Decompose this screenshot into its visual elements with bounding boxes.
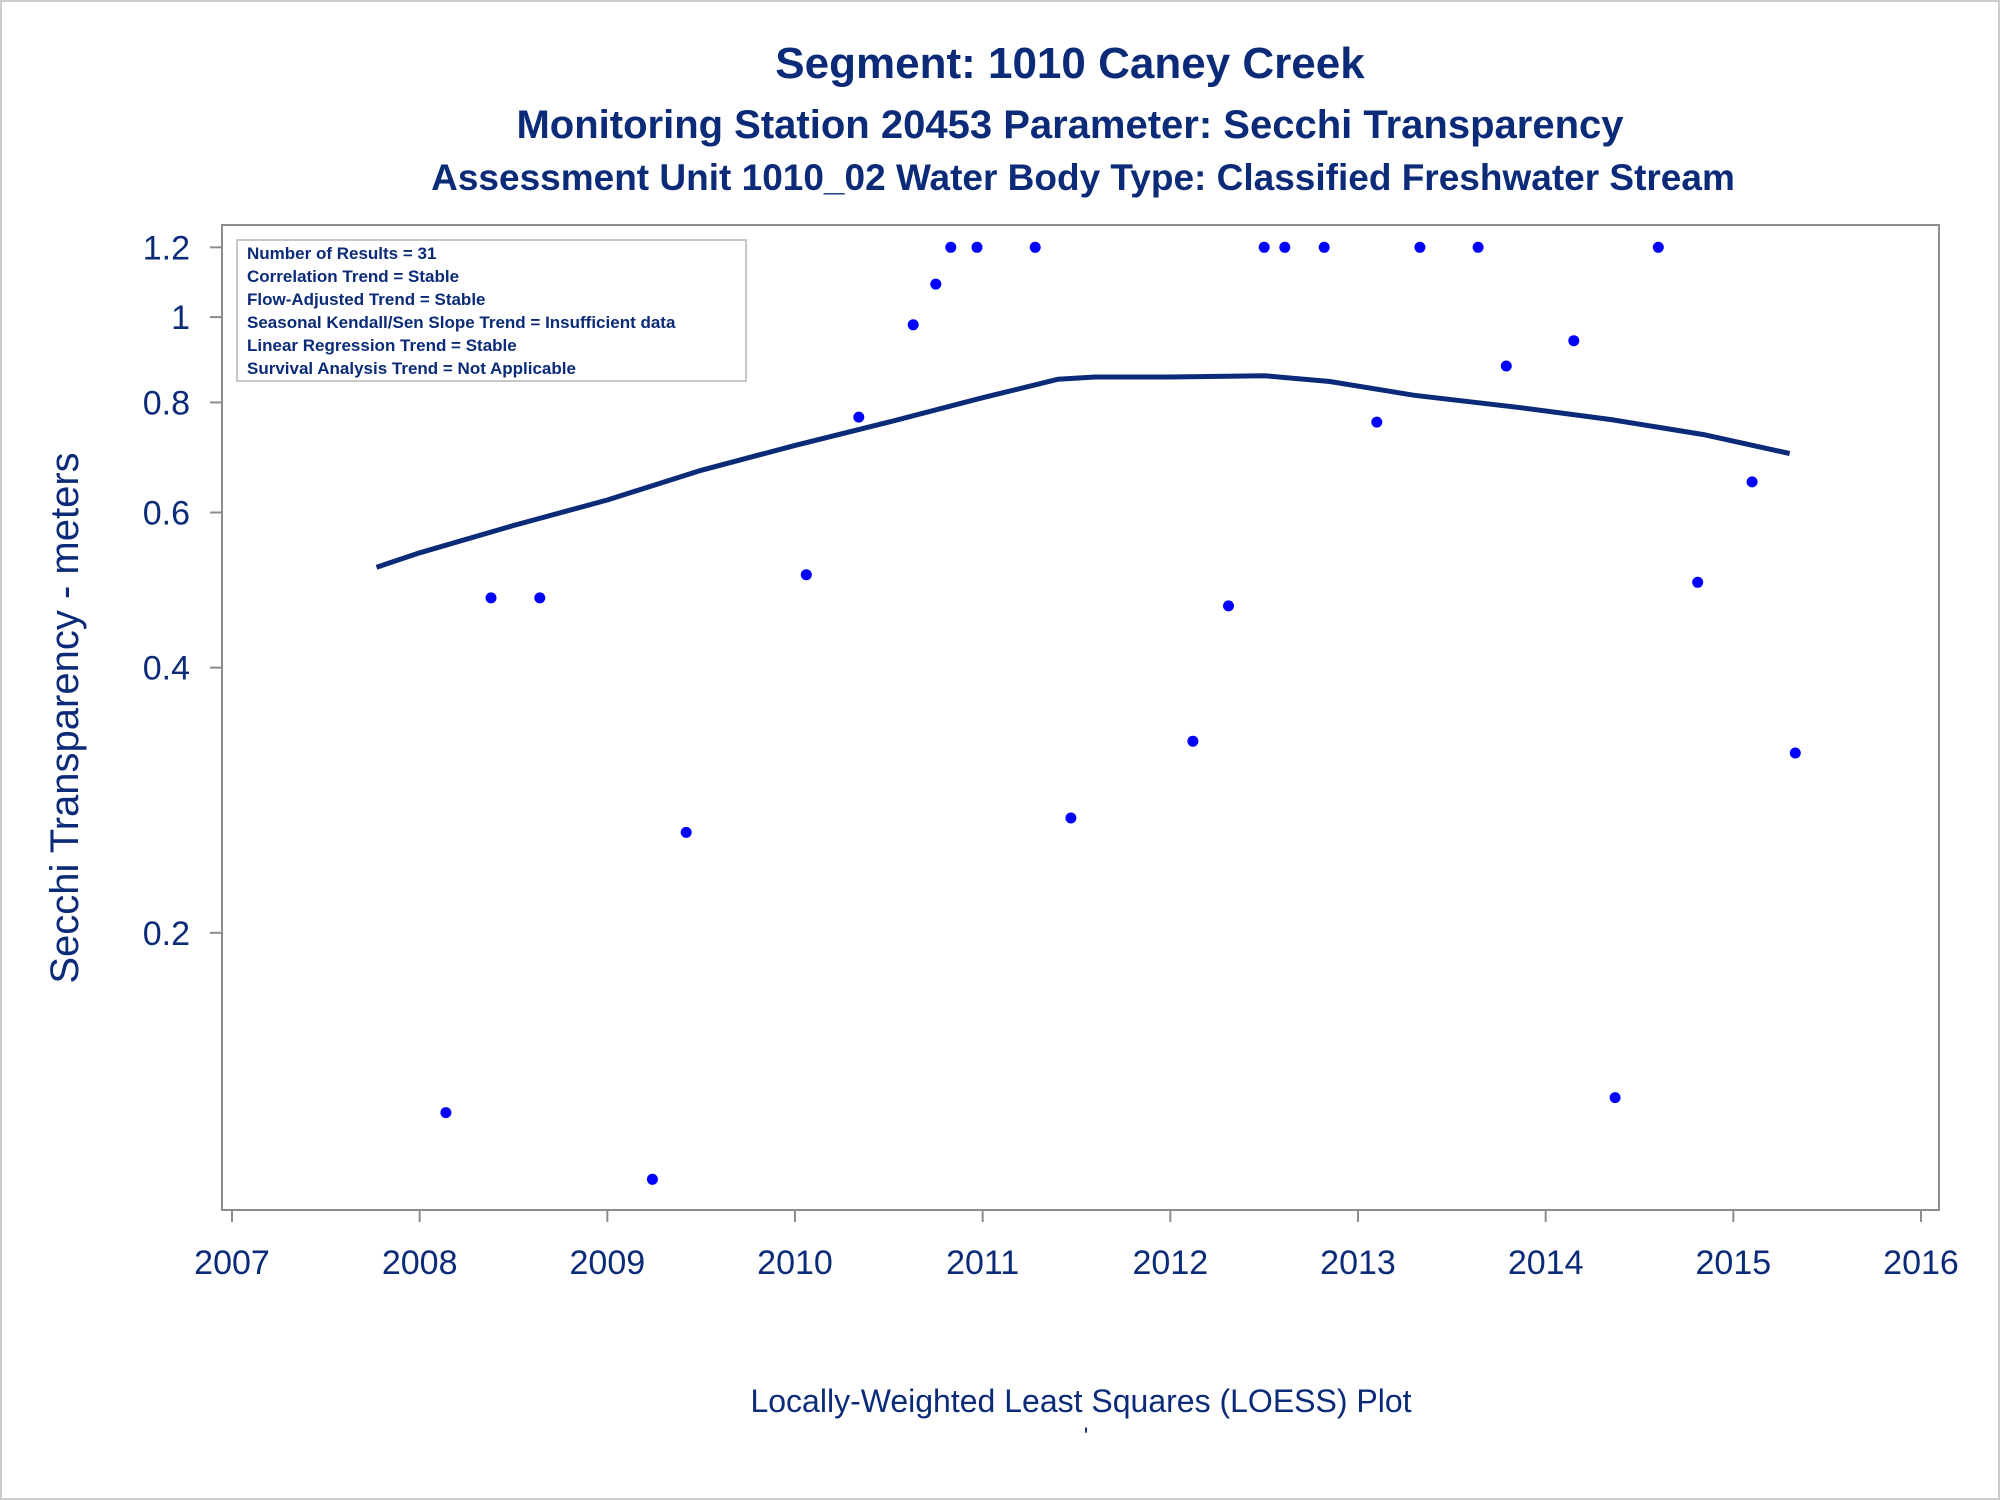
data-point <box>907 319 919 331</box>
legend-line-6: Survival Analysis Trend = Not Applicable <box>247 359 576 378</box>
x-tick-label: 2010 <box>757 1244 833 1282</box>
x-axis: 2007 2008 2009 2010 2011 2012 2013 2014 2015 2016 <box>194 1210 1959 1282</box>
legend-box <box>236 239 747 382</box>
data-point <box>1568 335 1580 347</box>
data-point <box>1187 735 1199 747</box>
data-point <box>930 278 942 290</box>
y-axis: 0.2 0.4 0.6 0.8 1 1.2 <box>143 229 222 953</box>
x-tick-label: 2012 <box>1133 1244 1209 1282</box>
data-point <box>1318 241 1330 253</box>
data-point <box>1065 812 1077 824</box>
data-point <box>1500 360 1512 372</box>
legend: Number of Results = 31 Correlation Trend… <box>236 239 747 382</box>
legend-line-5: Linear Regression Trend = Stable <box>247 336 517 355</box>
y-tick-label: 0.4 <box>143 650 190 688</box>
data-point <box>1746 476 1758 488</box>
x-axis-label: Locally-Weighted Least Squares (LOESS) P… <box>750 1383 1411 1419</box>
data-point <box>853 411 865 423</box>
data-point <box>1029 241 1041 253</box>
loess-curve <box>375 373 1791 570</box>
data-point <box>440 1107 452 1119</box>
data-point <box>1371 416 1383 428</box>
y-tick-label: 0.6 <box>143 495 190 533</box>
data-point <box>1414 241 1426 253</box>
data-point <box>800 569 812 581</box>
x-tick-label: 2016 <box>1883 1244 1959 1282</box>
x-tick-label: 2013 <box>1320 1244 1396 1282</box>
y-tick-label: 1.2 <box>143 229 190 267</box>
loess-layer <box>375 373 1791 570</box>
x-tick-label: 2014 <box>1508 1244 1584 1282</box>
data-point <box>1652 241 1664 253</box>
x-tick-label: 2015 <box>1696 1244 1772 1282</box>
data-point <box>485 592 497 604</box>
x-tick-label: 2009 <box>570 1244 646 1282</box>
data-point <box>1609 1092 1621 1104</box>
data-point <box>1789 747 1801 759</box>
chart-title: Segment: 1010 Caney Creek <box>775 39 1365 88</box>
data-point <box>945 241 957 253</box>
y-tick-label: 0.2 <box>143 915 190 953</box>
y-tick-label: 1 <box>171 299 190 337</box>
legend-line-4: Seasonal Kendall/Sen Slope Trend = Insuf… <box>247 313 676 332</box>
legend-line-3: Flow-Adjusted Trend = Stable <box>247 290 486 309</box>
data-point <box>1279 241 1291 253</box>
data-point <box>1223 600 1234 612</box>
y-axis-label: Secchi Transparency - meters <box>43 452 87 983</box>
plot-area-frame <box>221 224 1940 1211</box>
data-point <box>1472 241 1484 253</box>
data-point <box>971 241 983 253</box>
data-point <box>680 826 692 838</box>
x-tick-label: 2008 <box>382 1244 458 1282</box>
y-tick-label: 0.8 <box>143 384 190 422</box>
legend-line-1: Number of Results = 31 <box>247 244 436 263</box>
data-point <box>1692 576 1704 588</box>
x-tick-label: 2007 <box>194 1244 270 1282</box>
footnote-mark: ' <box>1084 1423 1089 1450</box>
chart-subtitle-2: Assessment Unit 1010_02 Water Body Type:… <box>431 157 1735 198</box>
chart-subtitle: Monitoring Station 20453 Parameter: Secc… <box>516 103 1624 147</box>
data-point <box>534 592 546 604</box>
data-point <box>1258 241 1270 253</box>
legend-line-2: Correlation Trend = Stable <box>247 267 459 286</box>
data-point <box>646 1173 658 1185</box>
x-tick-label: 2011 <box>946 1244 1019 1282</box>
